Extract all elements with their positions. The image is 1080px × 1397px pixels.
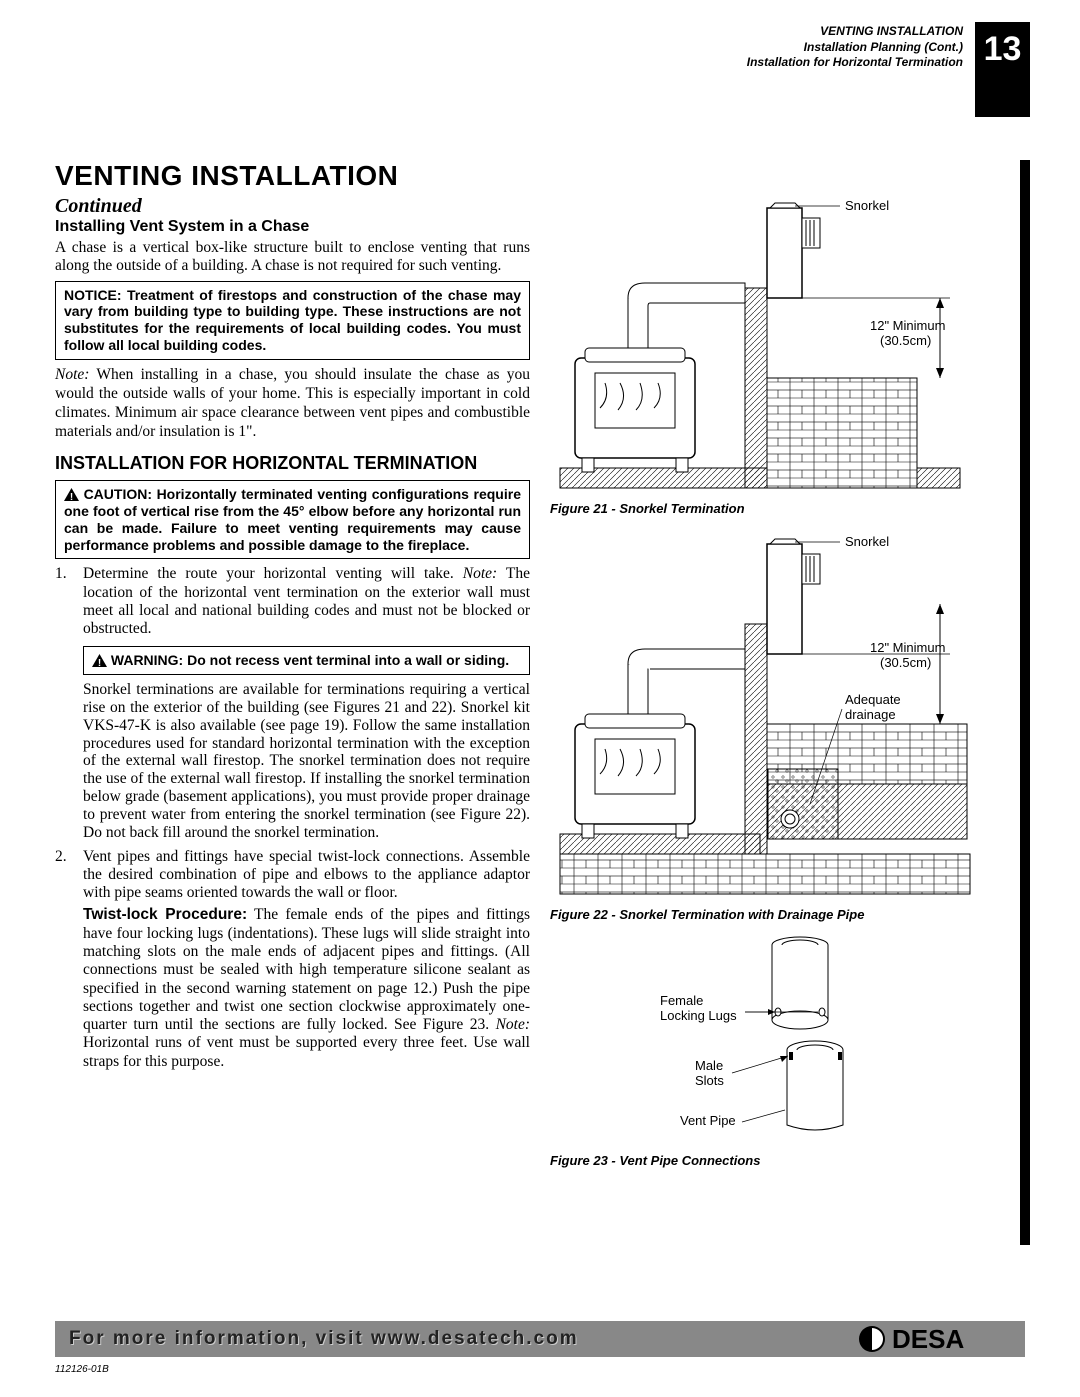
footer-bar: For more information, visit www.desatech…: [55, 1321, 1025, 1357]
main-title: VENTING INSTALLATION: [55, 160, 398, 192]
desa-logo: DESA: [857, 1324, 1007, 1354]
step1-a: Determine the route your horizontal vent…: [83, 565, 463, 582]
page-header: VENTING INSTALLATION Installation Planni…: [747, 22, 1030, 117]
fig21-min-2: (30.5cm): [880, 333, 931, 348]
figure-22-svg: Snorkel 12" Minimum (30.5cm) Adequate dr…: [550, 524, 980, 904]
header-line-3: Installation for Horizontal Termination: [747, 55, 963, 71]
fig22-caption: Figure 22 - Snorkel Termination with Dra…: [550, 907, 1010, 922]
caution-icon: !: [64, 488, 79, 501]
fig23-caption: Figure 23 - Vent Pipe Connections: [550, 1153, 1010, 1168]
step2-a: Vent pipes and fittings have special twi…: [83, 848, 530, 902]
step-1: Determine the route your horizontal vent…: [55, 565, 530, 638]
fig23-female-1: Female: [660, 993, 703, 1008]
page-number: 13: [975, 22, 1030, 117]
notice-box: NOTICE: Treatment of firestops and const…: [55, 281, 530, 360]
note-label: Note:: [55, 366, 89, 383]
fig23-male-1: Male: [695, 1058, 723, 1073]
step2-c: Horizontal runs of vent must be supporte…: [83, 1034, 530, 1069]
snorkel-para: Snorkel terminations are available for t…: [55, 681, 530, 841]
svg-text:!: !: [98, 658, 101, 667]
caution-box: ! CAUTION: Horizontally terminated venti…: [55, 480, 530, 559]
sub1-title: Installing Vent System in a Chase: [55, 218, 530, 236]
step2-note: Note:: [496, 1016, 530, 1033]
fig21-caption: Figure 21 - Snorkel Termination: [550, 501, 1010, 516]
step1-note: Note:: [463, 565, 497, 582]
footer-text: For more information, visit www.desatech…: [69, 1328, 579, 1350]
doc-id: 112126-01B: [55, 1364, 109, 1375]
twist-label: Twist-lock Procedure:: [83, 906, 247, 923]
logo-text: DESA: [892, 1324, 964, 1354]
section2-heading: INSTALLATION FOR HORIZONTAL TERMINATION: [55, 453, 530, 474]
header-line-1: VENTING INSTALLATION: [747, 24, 963, 40]
warning-text: WARNING: Do not recess vent terminal int…: [107, 652, 509, 668]
fig22-drain-1: Adequate: [845, 692, 901, 707]
fig22-snorkel-label: Snorkel: [845, 534, 889, 549]
caution-text: CAUTION: Horizontally terminated venting…: [64, 486, 521, 552]
svg-text:!: !: [70, 492, 73, 501]
right-edge-bar: [1020, 160, 1030, 1245]
fig21-snorkel-label: Snorkel: [845, 198, 889, 213]
note-body: When installing in a chase, you should i…: [55, 366, 530, 440]
chase-note: Note: When installing in a chase, you sh…: [55, 366, 530, 442]
fig22-drain-2: drainage: [845, 707, 896, 722]
warning-icon: !: [92, 654, 107, 667]
twist-proc: Twist-lock Procedure: The female ends of…: [83, 906, 530, 1071]
fig22-min-1: 12" Minimum: [870, 640, 945, 655]
fig21-min-1: 12" Minimum: [870, 318, 945, 333]
left-column: Installing Vent System in a Chase A chas…: [55, 218, 530, 1079]
step-list-1: Determine the route your horizontal vent…: [55, 565, 530, 638]
figure-23-svg: Female Locking Lugs Male Slots Vent Pipe: [550, 930, 980, 1150]
fig23-male-2: Slots: [695, 1073, 724, 1088]
figure-21: Snorkel 12" Minimum (30.5cm) Figure 21 -…: [550, 198, 1010, 516]
continued-label: Continued: [55, 195, 142, 218]
warning-box: ! WARNING: Do not recess vent terminal i…: [83, 646, 530, 675]
right-column: Snorkel 12" Minimum (30.5cm) Figure 21 -…: [550, 198, 1010, 1176]
fig23-female-2: Locking Lugs: [660, 1008, 737, 1023]
step-2: Vent pipes and fittings have special twi…: [55, 848, 530, 1071]
figure-23: Female Locking Lugs Male Slots Vent Pipe…: [550, 930, 1010, 1168]
header-line-2: Installation Planning (Cont.): [747, 40, 963, 56]
step-list-2: Vent pipes and fittings have special twi…: [55, 848, 530, 1071]
header-text: VENTING INSTALLATION Installation Planni…: [747, 22, 975, 117]
step2-b: The female ends of the pipes and fitting…: [83, 906, 530, 1033]
sub1-body: A chase is a vertical box-like structure…: [55, 239, 530, 275]
fig23-pipe-label: Vent Pipe: [680, 1113, 736, 1128]
fig22-min-2: (30.5cm): [880, 655, 931, 670]
figure-21-svg: Snorkel 12" Minimum (30.5cm): [550, 198, 980, 498]
figure-22: Snorkel 12" Minimum (30.5cm) Adequate dr…: [550, 524, 1010, 922]
